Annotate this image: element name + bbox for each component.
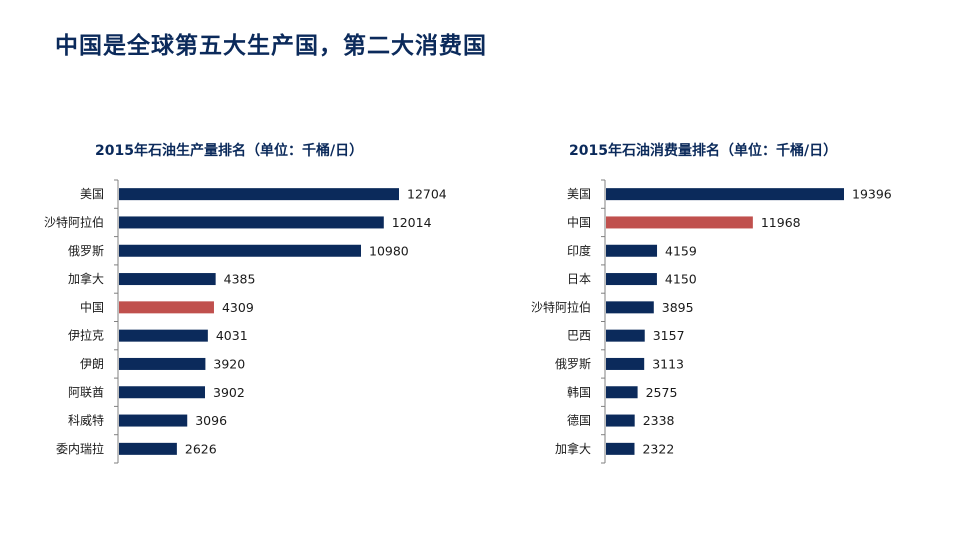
slide-title: 中国是全球第五大生产国，第二大消费国 [55,33,487,59]
production-value-label: 3920 [213,356,245,371]
consumption-bar [606,301,654,314]
production-category-label: 阿联酋 [68,384,104,399]
consumption-category-label: 中国 [567,214,591,229]
consumption-category-label: 沙特阿拉伯 [531,299,591,314]
consumption-bar [606,216,753,229]
production-bar [119,357,206,370]
production-bar [119,386,206,399]
production-chart: 美国 12704 沙特阿拉伯 12014 俄罗斯 10980 加拿大 4385 中国 4309 伊拉… [44,179,447,464]
production-category-label: 伊拉克 [68,328,104,343]
production-value-label: 3902 [213,385,245,400]
consumption-category-label: 俄罗斯 [555,357,591,371]
consumption-value-label: 3113 [652,356,684,371]
production-value-label: 3096 [195,413,227,428]
consumption-category-label: 韩国 [567,384,591,399]
consumption-value-label: 3895 [662,300,694,315]
production-value-label: 12014 [392,215,432,230]
production-bar [119,216,384,229]
production-value-label: 10980 [369,243,409,258]
production-value-label: 4031 [216,328,248,343]
production-bar [119,414,188,427]
consumption-bar [606,244,658,257]
consumption-category-label: 日本 [567,272,591,286]
consumption-bar [606,188,844,201]
consumption-bar [606,273,657,286]
production-bar [119,273,216,286]
consumption-category-label: 加拿大 [555,441,591,456]
production-bar [119,442,177,455]
consumption-chart: 美国 19396 中国 11968 印度 4159 日本 4150 沙特阿拉伯 3895 巴西 315… [531,179,892,464]
consumption-value-label: 2575 [646,385,678,400]
consumption-category-label: 德国 [567,413,591,428]
consumption-bar [606,329,645,342]
consumption-value-label: 19396 [852,187,892,202]
production-category-label: 美国 [80,187,104,201]
production-category-label: 俄罗斯 [68,244,104,258]
production-value-label: 4309 [222,300,254,315]
consumption-bar [606,442,635,455]
consumption-bar [606,386,638,399]
consumption-value-label: 4159 [665,243,697,258]
consumption-category-label: 巴西 [567,329,591,343]
production-category-label: 科威特 [68,413,104,428]
consumption-value-label: 4150 [665,272,697,287]
consumption-category-label: 美国 [567,187,591,201]
consumption-bar [606,414,635,427]
production-value-label: 12704 [407,187,447,202]
production-category-label: 中国 [80,299,104,314]
consumption-value-label: 2338 [643,413,675,428]
production-bar [119,329,208,342]
production-category-label: 委内瑞拉 [56,441,104,456]
consumption-category-label: 印度 [567,243,591,258]
production-category-label: 伊朗 [80,357,104,371]
production-bar [119,244,362,257]
production-value-label: 2626 [185,441,217,456]
production-chart-title: 2015年石油生产量排名（单位：千桶/日） [95,143,364,159]
consumption-bar [606,357,645,370]
production-bar [119,188,399,201]
production-bar [119,301,214,314]
consumption-chart-title: 2015年石油消费量排名（单位：千桶/日） [569,143,838,159]
production-category-label: 加拿大 [68,271,104,286]
consumption-value-label: 3157 [653,328,685,343]
production-category-label: 沙特阿拉伯 [44,214,104,229]
production-value-label: 4385 [224,272,256,287]
consumption-value-label: 2322 [642,441,674,456]
consumption-value-label: 11968 [761,215,801,230]
